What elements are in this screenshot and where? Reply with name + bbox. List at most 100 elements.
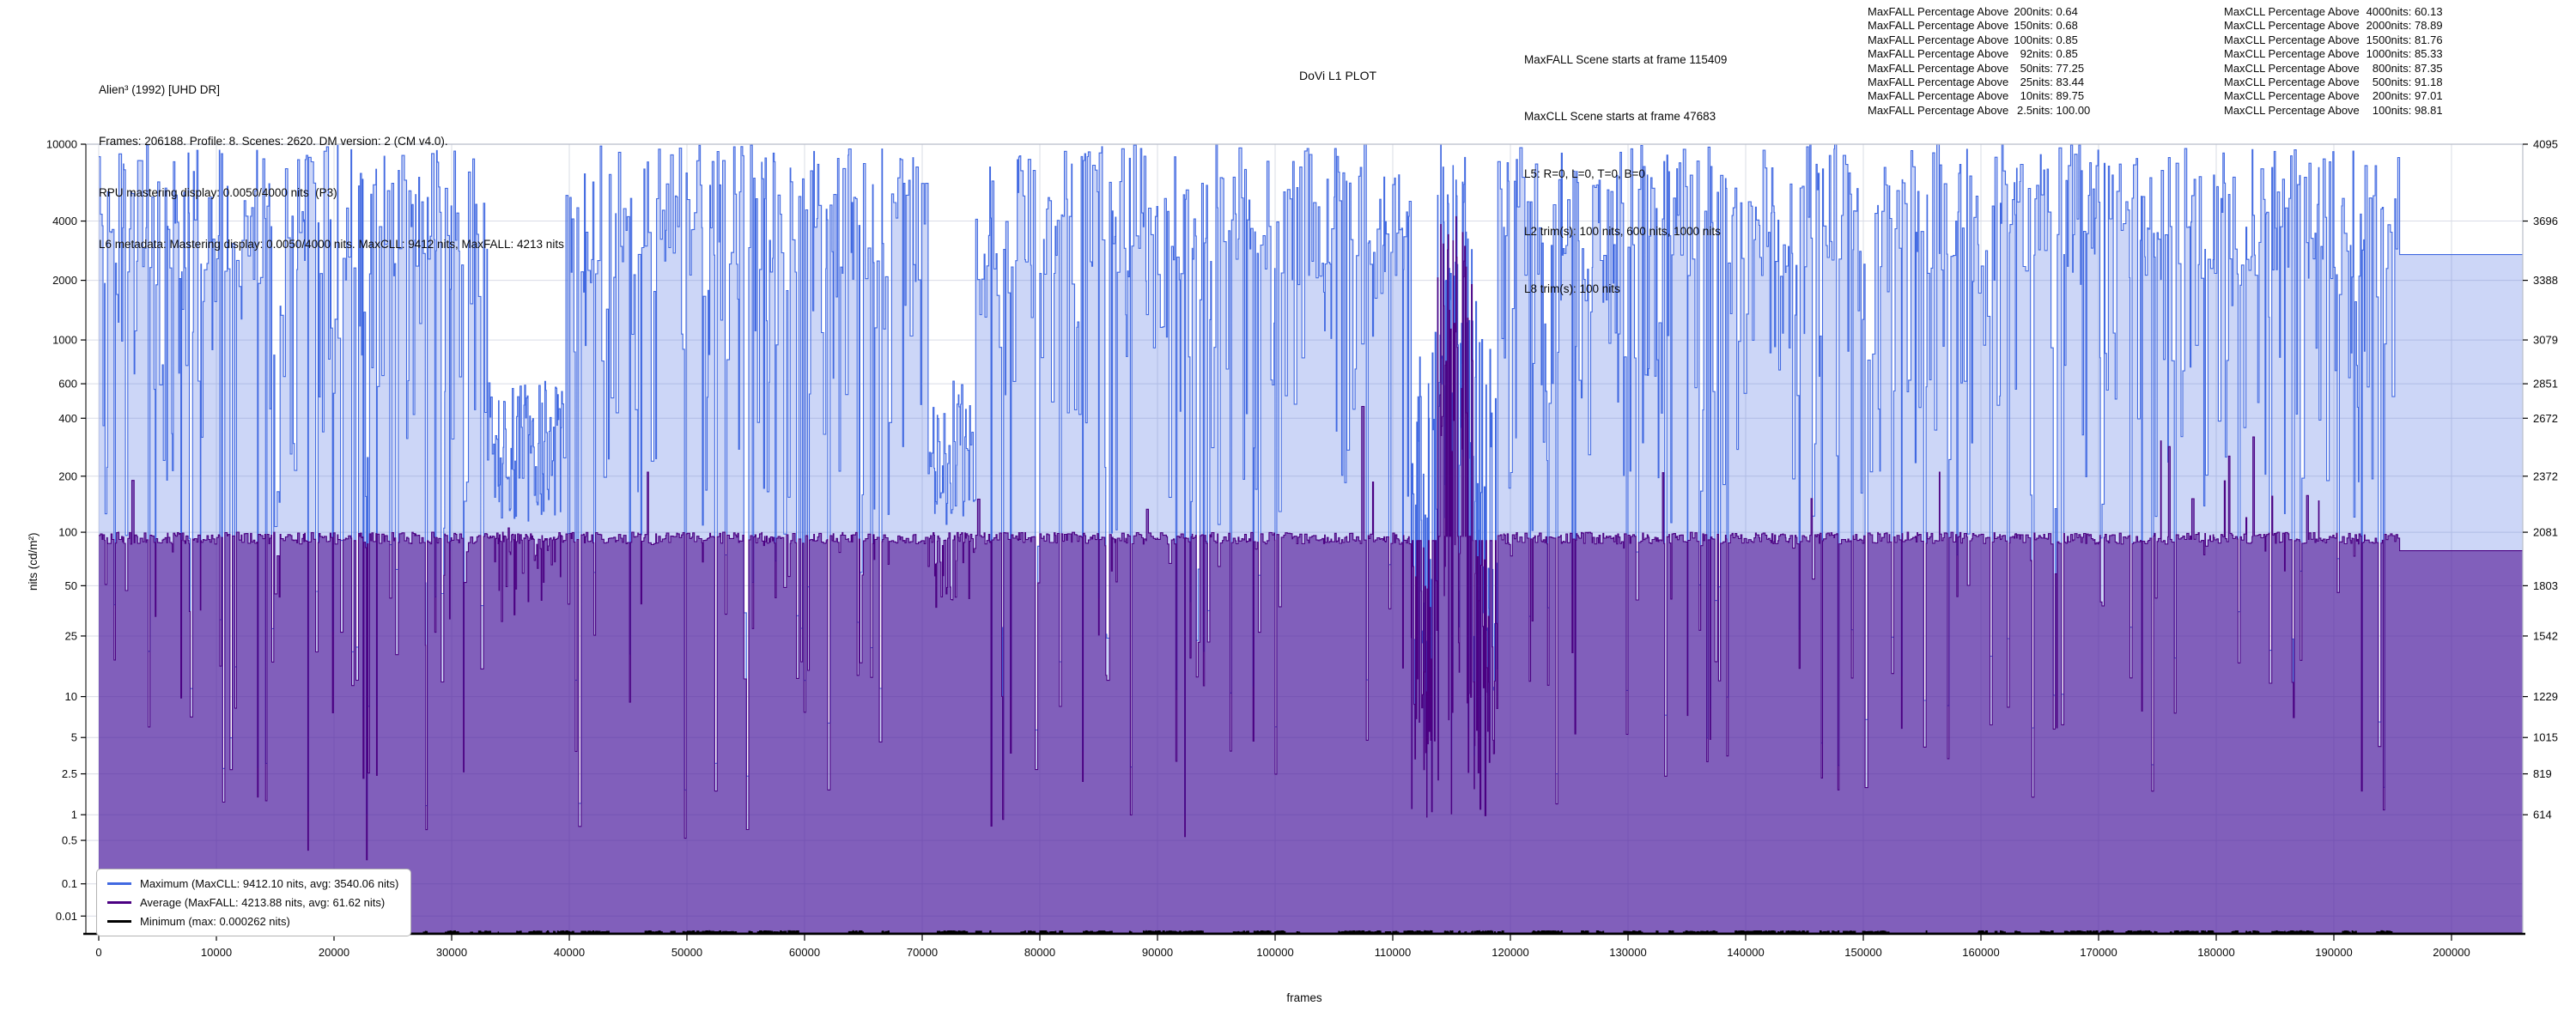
maxfall-stat-value: : 0.68 bbox=[2050, 19, 2078, 33]
x-tick-label: 70000 bbox=[907, 946, 938, 959]
average-line bbox=[99, 215, 2523, 861]
maxcll-stat-row: MaxCLL Percentage Above 1000nits: 85.33 bbox=[2224, 47, 2443, 61]
maxfall-stat-row: MaxFALL Percentage Above 92nits: 0.85 bbox=[1868, 47, 2090, 61]
maxfall-stat-value: : 89.75 bbox=[2050, 89, 2085, 103]
y-right-tick-label: 2672 bbox=[2533, 412, 2558, 425]
maxfall-stat-row: MaxFALL Percentage Above 10nits: 89.75 bbox=[1868, 89, 2090, 103]
maxfall-stat-prefix: MaxFALL Percentage Above bbox=[1868, 47, 2009, 61]
scene-info-maxcll: MaxCLL Scene starts at frame 47683 bbox=[1524, 110, 1716, 124]
maxfall-stat-value: : 0.64 bbox=[2050, 5, 2078, 18]
y-left-tick-label: 100 bbox=[58, 526, 77, 539]
maxcll-stat-value: : 78.89 bbox=[2408, 19, 2443, 33]
maxcll-stat-threshold: 1000nits bbox=[2366, 47, 2409, 61]
header-info-line-frames: Frames: 206188. Profile: 8. Scenes: 2620… bbox=[99, 135, 448, 148]
y-left-tick-label: 400 bbox=[58, 412, 77, 425]
maxfall-stat-prefix: MaxFALL Percentage Above bbox=[1868, 33, 2009, 46]
x-tick-label: 30000 bbox=[436, 946, 467, 959]
y-right-tick-label: 2081 bbox=[2533, 526, 2558, 539]
chart-area bbox=[99, 144, 2523, 933]
maxcll-stat-value: : 97.01 bbox=[2408, 89, 2443, 103]
maxcll-stat-prefix: MaxCLL Percentage Above bbox=[2224, 47, 2360, 61]
maximum-line bbox=[99, 144, 2523, 815]
maxcll-stat-prefix: MaxCLL Percentage Above bbox=[2224, 103, 2360, 117]
average-area-fill bbox=[99, 216, 2523, 933]
legend: Maximum (MaxCLL: 9412.10 nits, avg: 3540… bbox=[96, 869, 412, 936]
maxfall-stat-threshold: 10nits bbox=[2020, 89, 2050, 103]
maxfall-stat-prefix: MaxFALL Percentage Above bbox=[1868, 76, 2009, 89]
x-tick-label: 40000 bbox=[554, 946, 585, 959]
y-left-tick-label: 2000 bbox=[52, 274, 77, 287]
x-tick-label: 190000 bbox=[2315, 946, 2352, 959]
scene-info-l8: L8 trim(s): 100 nits bbox=[1524, 282, 1620, 296]
y-left-tick-label: 10 bbox=[65, 690, 77, 703]
maxcll-stat-row: MaxCLL Percentage Above 1500nits: 81.76 bbox=[2224, 33, 2443, 47]
y-right-tick-label: 1229 bbox=[2533, 690, 2558, 703]
y-right-tick-label: 1542 bbox=[2533, 629, 2558, 642]
x-tick-label: 20000 bbox=[319, 946, 349, 959]
x-tick-label: 10000 bbox=[201, 946, 232, 959]
x-tick-label: 120000 bbox=[1492, 946, 1528, 959]
y-left-tick-label: 5 bbox=[71, 731, 77, 744]
y-right-tick-label: 3079 bbox=[2533, 334, 2558, 347]
x-tick-label: 110000 bbox=[1375, 946, 1411, 959]
x-tick-label: 200000 bbox=[2433, 946, 2470, 959]
maxfall-stat-row: MaxFALL Percentage Above 200nits: 0.64 bbox=[1868, 5, 2090, 19]
maxcll-stat-value: : 98.81 bbox=[2408, 103, 2443, 117]
maxfall-stat-value: : 77.25 bbox=[2050, 61, 2085, 75]
maxcll-stat-threshold: 200nits bbox=[2372, 89, 2409, 103]
maxfall-stat-row: MaxFALL Percentage Above 25nits: 83.44 bbox=[1868, 76, 2090, 89]
maxcll-stat-value: : 91.18 bbox=[2408, 76, 2443, 89]
maxcll-stat-row: MaxCLL Percentage Above 4000nits: 60.13 bbox=[2224, 5, 2443, 19]
x-tick-label: 50000 bbox=[671, 946, 702, 959]
maxfall-stat-row: MaxFALL Percentage Above 150nits: 0.68 bbox=[1868, 19, 2090, 33]
axis-x-label: frames bbox=[1286, 991, 1322, 1004]
y-right-tick-label: 1015 bbox=[2533, 731, 2558, 744]
maxfall-stat-threshold: 50nits bbox=[2020, 61, 2050, 75]
y-right-tick-label: 2372 bbox=[2533, 470, 2558, 482]
x-tick-label: 90000 bbox=[1142, 946, 1173, 959]
scene-info-l5: L5: R=0, L=0, T=0, B=0 bbox=[1524, 167, 1645, 181]
legend-item-average: Average (MaxFALL: 4213.88 nits, avg: 61.… bbox=[107, 896, 398, 909]
maxcll-stat-prefix: MaxCLL Percentage Above bbox=[2224, 19, 2360, 33]
x-tick-label: 160000 bbox=[1962, 946, 1999, 959]
maxcll-stat-row: MaxCLL Percentage Above 500nits: 91.18 bbox=[2224, 76, 2443, 89]
y-left-tick-label: 0.1 bbox=[62, 877, 77, 890]
header-block: Alien³ (1992) [UHD DR] Frames: 206188. P… bbox=[99, 47, 564, 288]
legend-label: Minimum (max: 0.000262 nits) bbox=[140, 915, 290, 928]
maxcll-stat-threshold: 800nits bbox=[2372, 61, 2409, 75]
axis-y-label: nits (cd/m²) bbox=[27, 532, 39, 591]
maxcll-stat-threshold: 1500nits bbox=[2366, 33, 2409, 46]
maxcll-stat-row: MaxCLL Percentage Above 2000nits: 78.89 bbox=[2224, 19, 2443, 33]
legend-label: Average (MaxFALL: 4213.88 nits, avg: 61.… bbox=[140, 896, 386, 909]
maxfall-stat-value: : 0.85 bbox=[2050, 47, 2078, 61]
x-tick-label: 60000 bbox=[789, 946, 820, 959]
maxcll-stat-value: : 81.76 bbox=[2408, 33, 2443, 46]
legend-swatch bbox=[107, 901, 131, 904]
maxfall-stat-threshold: 200nits bbox=[2014, 5, 2050, 18]
maxfall-stats-block: MaxFALL Percentage Above 200nits: 0.64 Max… bbox=[1868, 5, 2090, 118]
maxfall-stat-row: MaxFALL Percentage Above 50nits: 77.25 bbox=[1868, 62, 2090, 76]
y-right-tick-label: 2851 bbox=[2533, 378, 2558, 391]
maxfall-stat-threshold: 2.5nits bbox=[2016, 103, 2050, 117]
maxcll-stat-value: : 60.13 bbox=[2408, 5, 2443, 18]
scene-info-maxfall: MaxFALL Scene starts at frame 115409 bbox=[1524, 52, 1728, 66]
legend-item-maximum: Maximum (MaxCLL: 9412.10 nits, avg: 3540… bbox=[107, 877, 398, 890]
y-right-tick-label: 819 bbox=[2533, 767, 2552, 780]
x-tick-label: 130000 bbox=[1609, 946, 1646, 959]
maxcll-stat-value: : 87.35 bbox=[2408, 61, 2443, 75]
y-left-tick-label: 0.01 bbox=[56, 910, 77, 923]
y-left-tick-label: 1000 bbox=[52, 334, 77, 347]
maxfall-stat-prefix: MaxFALL Percentage Above bbox=[1868, 5, 2009, 18]
y-left-tick-label: 2.5 bbox=[62, 767, 77, 780]
x-tick-label: 100000 bbox=[1256, 946, 1293, 959]
maxfall-stat-prefix: MaxFALL Percentage Above bbox=[1868, 61, 2009, 75]
maxcll-stat-value: : 85.33 bbox=[2408, 47, 2443, 61]
maxcll-stat-row: MaxCLL Percentage Above 800nits: 87.35 bbox=[2224, 62, 2443, 76]
y-left-tick-label: 10000 bbox=[46, 138, 77, 151]
maxfall-stat-row: MaxFALL Percentage Above 2.5nits: 100.00 bbox=[1868, 104, 2090, 118]
maxfall-stat-row: MaxFALL Percentage Above 100nits: 0.85 bbox=[1868, 33, 2090, 47]
scene-info-block: MaxFALL Scene starts at frame 115409 Max… bbox=[1524, 12, 1727, 337]
maxcll-stat-row: MaxCLL Percentage Above 200nits: 97.01 bbox=[2224, 89, 2443, 103]
